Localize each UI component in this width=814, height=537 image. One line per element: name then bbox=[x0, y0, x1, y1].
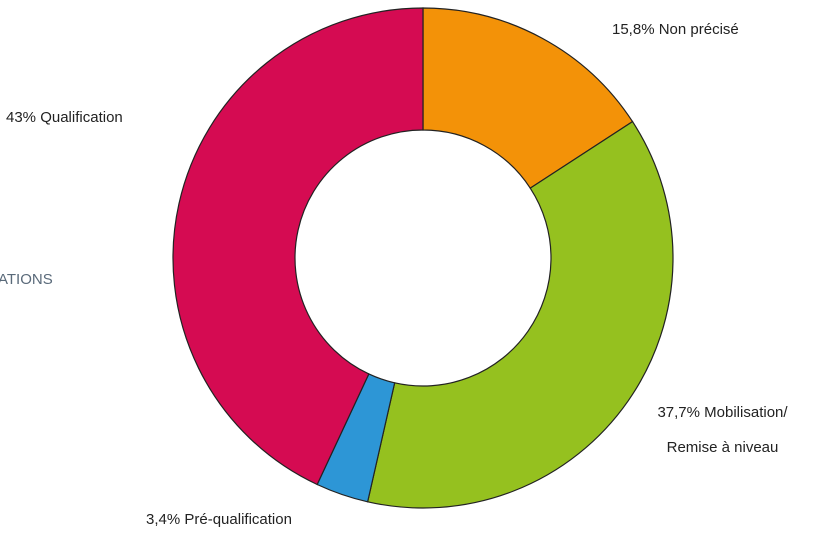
donut-slice bbox=[422, 7, 634, 189]
slice-label: 37,7% Mobilisation/ Remise à niveau bbox=[635, 395, 810, 465]
slice-label: 15,8% Non précisé bbox=[612, 12, 739, 47]
slice-label: 43% Qualification bbox=[6, 100, 123, 135]
slice-label: 3,4% Pré-qualification bbox=[146, 502, 292, 537]
donut-slice bbox=[172, 7, 424, 486]
side-label: ATIONS bbox=[0, 271, 53, 288]
category-label: Non précisé bbox=[658, 21, 739, 38]
category-label: Mobilisation/ Remise à niveau bbox=[666, 404, 788, 456]
donut-slice bbox=[366, 120, 674, 509]
category-label: Pré-qualification bbox=[184, 511, 292, 528]
category-label: Qualification bbox=[40, 109, 123, 126]
value-label: 15,8% bbox=[612, 21, 655, 38]
value-label: 3,4% bbox=[146, 511, 181, 528]
value-label: 37,7% bbox=[657, 404, 700, 421]
value-label: 43% bbox=[6, 109, 37, 126]
